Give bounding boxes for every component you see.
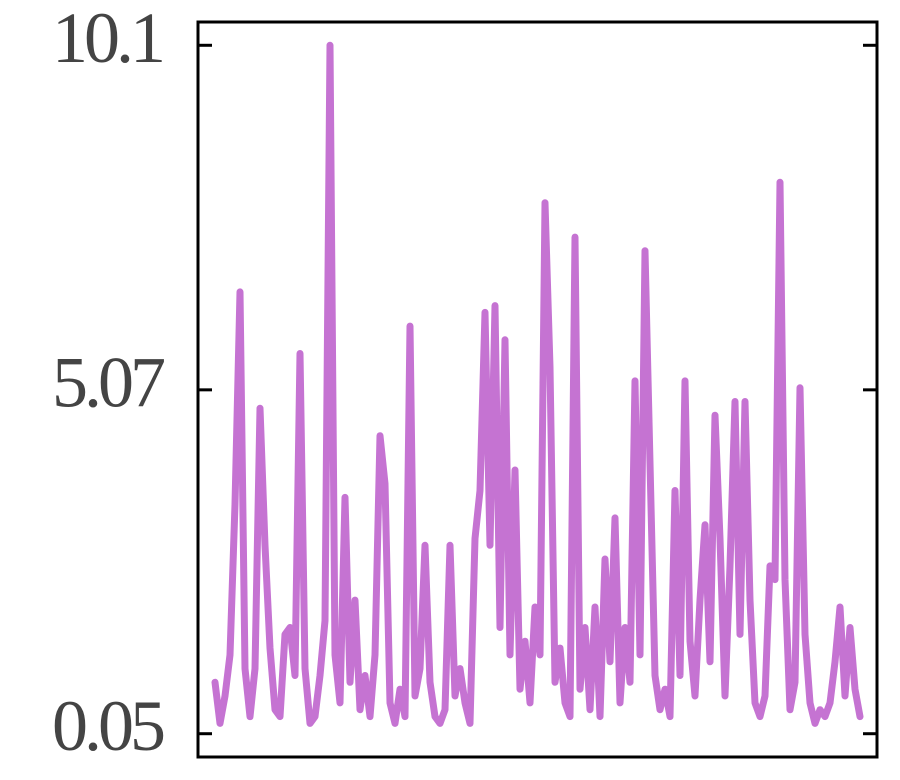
y-tick-label: 10.1: [52, 0, 162, 78]
y-tick-label: 5.07: [52, 342, 164, 422]
data-line: [211, 41, 864, 727]
y-tick-label: 0.05: [52, 686, 164, 766]
